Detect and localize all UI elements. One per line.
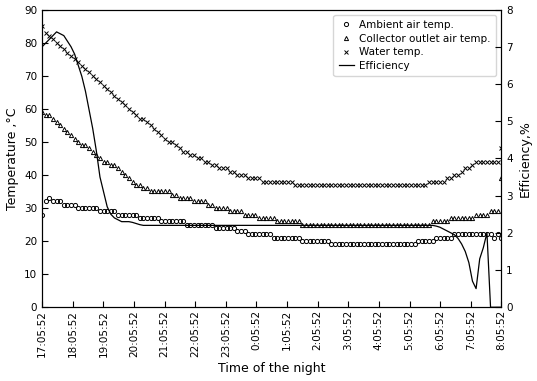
Ambient air temp. [328,242,335,247]
Collector outlet air temp. [437,219,443,224]
Collector outlet air temp. [480,212,487,217]
Ambient air temp. [155,216,161,220]
Ambient air temp. [281,235,288,240]
Efficiency [488,305,494,309]
Water temp. [227,169,234,174]
Ambient air temp. [46,196,53,200]
Water temp. [480,159,487,164]
Line: Ambient air temp.: Ambient air temp. [40,196,504,247]
Efficiency [39,45,45,49]
Collector outlet air temp. [227,209,234,214]
Water temp. [39,24,45,28]
Ambient air temp. [484,232,490,237]
Collector outlet air temp. [151,189,157,194]
Efficiency [230,223,237,228]
Collector outlet air temp. [278,219,284,224]
Ambient air temp. [498,235,505,240]
Efficiency [155,223,161,228]
Ambient air temp. [230,226,237,230]
Ambient air temp. [213,226,219,230]
X-axis label: Time of the night: Time of the night [218,362,325,375]
Line: Efficiency: Efficiency [42,32,502,307]
Efficiency [281,223,288,228]
Line: Water temp.: Water temp. [40,24,504,187]
Water temp. [151,126,157,131]
Ambient air temp. [39,212,45,217]
Water temp. [437,179,443,184]
Water temp. [292,182,299,187]
Efficiency [437,225,443,229]
Line: Collector outlet air temp.: Collector outlet air temp. [40,110,504,227]
Y-axis label: Efficiency,%: Efficiency,% [518,120,532,197]
Ambient air temp. [440,235,447,240]
Efficiency [480,245,487,250]
Water temp. [209,163,215,167]
Efficiency [498,305,505,309]
Collector outlet air temp. [498,176,505,181]
Y-axis label: Temperature ,°C: Temperature ,°C [5,107,19,210]
Collector outlet air temp. [299,222,306,227]
Collector outlet air temp. [39,110,45,114]
Efficiency [213,223,219,228]
Water temp. [278,179,284,184]
Legend: Ambient air temp., Collector outlet air temp., Water temp., Efficiency: Ambient air temp., Collector outlet air … [333,15,496,76]
Efficiency [53,30,60,34]
Water temp. [498,146,505,151]
Collector outlet air temp. [209,202,215,207]
